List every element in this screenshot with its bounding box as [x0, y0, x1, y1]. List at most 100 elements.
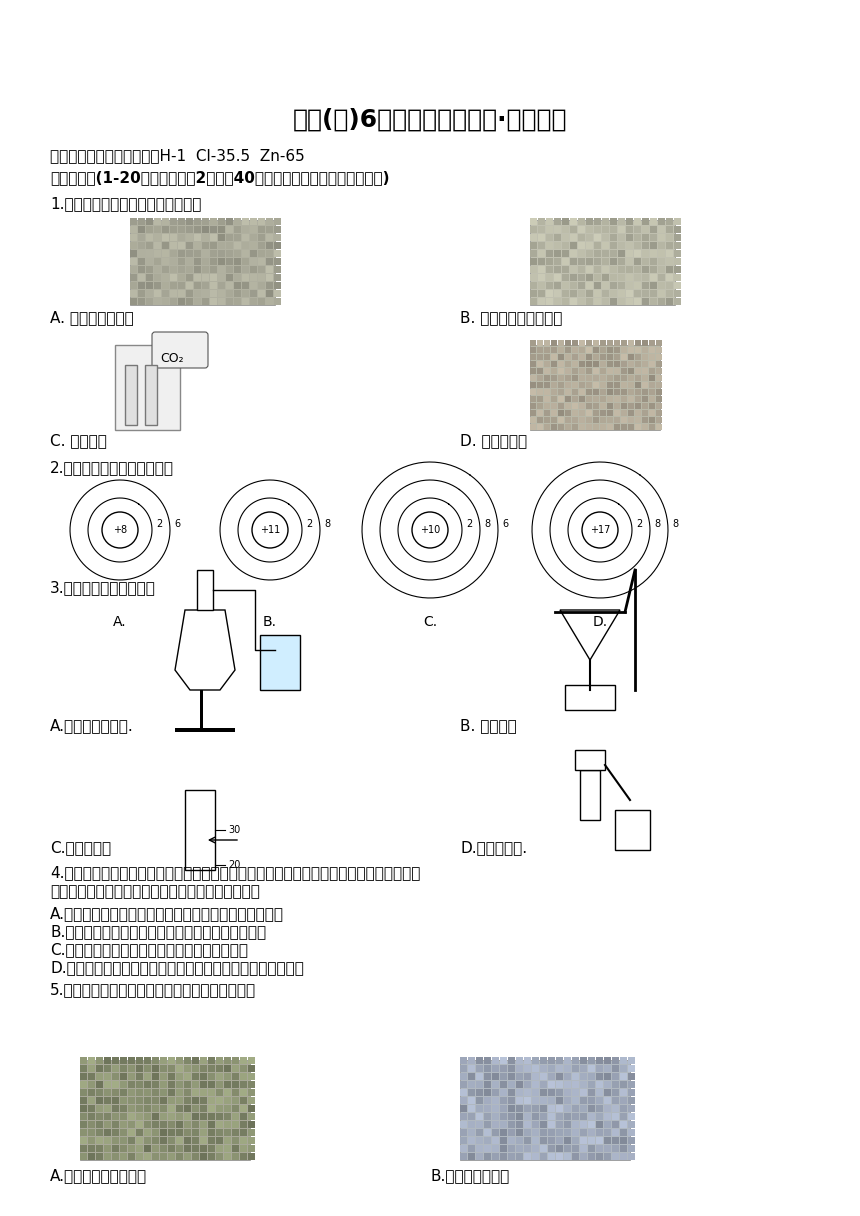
- Bar: [524, 1065, 531, 1073]
- Bar: [618, 258, 625, 265]
- Bar: [572, 417, 578, 423]
- Bar: [250, 250, 257, 257]
- Bar: [125, 365, 137, 426]
- Bar: [250, 226, 257, 233]
- Bar: [642, 218, 649, 225]
- Bar: [136, 1128, 143, 1136]
- Bar: [80, 1097, 87, 1104]
- Bar: [530, 368, 536, 375]
- Bar: [614, 340, 620, 347]
- Bar: [516, 1128, 523, 1136]
- Bar: [532, 1128, 539, 1136]
- Bar: [160, 1073, 167, 1080]
- Bar: [168, 1105, 175, 1111]
- Bar: [562, 289, 569, 297]
- Bar: [544, 368, 550, 375]
- Bar: [240, 1081, 247, 1088]
- Bar: [144, 1057, 151, 1064]
- Bar: [170, 289, 177, 297]
- Bar: [564, 1121, 571, 1128]
- Bar: [144, 1113, 151, 1120]
- Bar: [500, 1121, 507, 1128]
- Bar: [168, 1113, 175, 1120]
- Bar: [642, 340, 648, 347]
- Bar: [460, 1090, 467, 1096]
- Bar: [544, 424, 550, 430]
- FancyBboxPatch shape: [565, 685, 615, 710]
- Bar: [572, 1057, 579, 1064]
- Bar: [226, 282, 233, 289]
- Bar: [146, 282, 153, 289]
- Bar: [248, 1105, 255, 1111]
- Bar: [596, 1145, 603, 1152]
- Bar: [556, 1153, 563, 1160]
- Bar: [240, 1105, 247, 1111]
- Bar: [104, 1097, 111, 1104]
- Bar: [612, 1153, 619, 1160]
- Bar: [218, 266, 225, 274]
- Bar: [88, 1073, 95, 1080]
- Bar: [146, 250, 153, 257]
- Bar: [112, 1121, 119, 1128]
- Bar: [530, 258, 537, 265]
- Bar: [484, 1121, 491, 1128]
- Bar: [564, 1145, 571, 1152]
- FancyBboxPatch shape: [615, 810, 650, 850]
- Bar: [593, 375, 599, 381]
- Bar: [602, 289, 609, 297]
- Bar: [620, 1113, 627, 1120]
- Bar: [146, 274, 153, 281]
- Bar: [240, 1121, 247, 1128]
- Bar: [586, 250, 593, 257]
- Bar: [540, 1145, 547, 1152]
- Bar: [476, 1128, 483, 1136]
- Bar: [178, 218, 185, 225]
- Bar: [104, 1113, 111, 1120]
- Bar: [162, 298, 169, 305]
- Bar: [274, 233, 281, 241]
- Bar: [580, 1153, 587, 1160]
- Bar: [554, 226, 561, 233]
- Bar: [600, 382, 606, 388]
- Bar: [530, 289, 537, 297]
- Bar: [266, 242, 273, 249]
- Bar: [674, 266, 681, 274]
- Bar: [138, 250, 145, 257]
- Bar: [658, 226, 665, 233]
- Bar: [650, 289, 657, 297]
- Bar: [593, 382, 599, 388]
- FancyBboxPatch shape: [530, 345, 660, 430]
- Bar: [266, 218, 273, 225]
- Bar: [460, 1128, 467, 1136]
- Bar: [612, 1145, 619, 1152]
- Bar: [210, 266, 217, 274]
- Bar: [586, 410, 592, 416]
- Bar: [492, 1128, 499, 1136]
- Bar: [628, 424, 634, 430]
- Bar: [476, 1105, 483, 1111]
- Bar: [620, 1145, 627, 1152]
- Bar: [96, 1128, 103, 1136]
- Bar: [593, 389, 599, 395]
- Bar: [500, 1105, 507, 1111]
- Bar: [586, 298, 593, 305]
- Bar: [130, 274, 137, 281]
- Bar: [266, 298, 273, 305]
- Bar: [152, 1113, 159, 1120]
- Bar: [112, 1128, 119, 1136]
- Bar: [192, 1153, 199, 1160]
- Bar: [544, 340, 550, 347]
- Bar: [530, 218, 537, 225]
- Bar: [226, 274, 233, 281]
- Bar: [500, 1081, 507, 1088]
- Bar: [656, 347, 662, 353]
- Bar: [96, 1145, 103, 1152]
- Bar: [546, 218, 553, 225]
- Bar: [274, 266, 281, 274]
- Bar: [674, 250, 681, 257]
- Bar: [579, 354, 585, 360]
- Bar: [658, 266, 665, 274]
- Bar: [588, 1128, 595, 1136]
- Bar: [649, 340, 655, 347]
- Bar: [96, 1113, 103, 1120]
